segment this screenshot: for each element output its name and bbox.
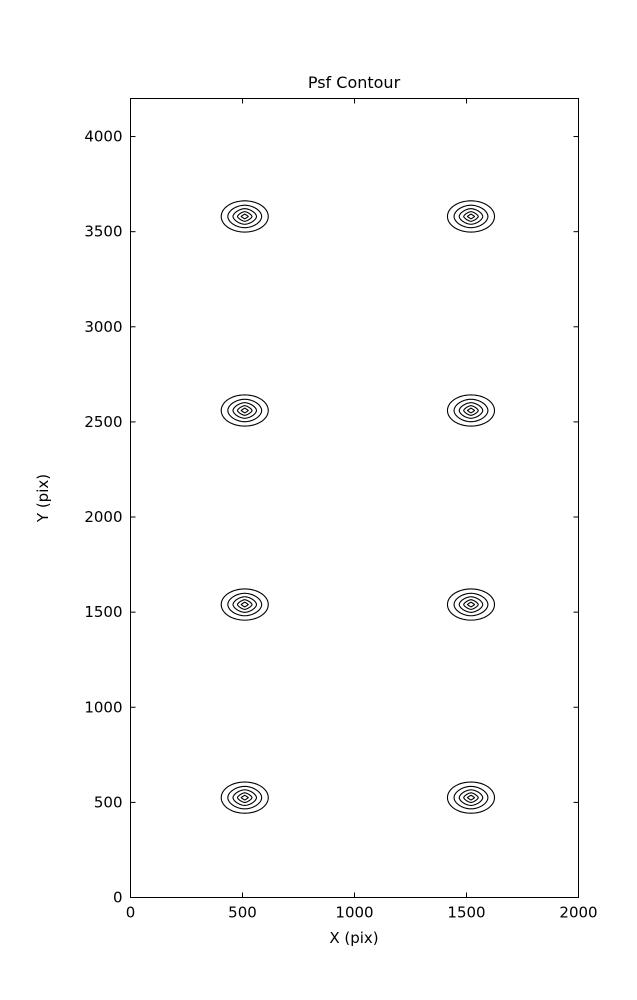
contour-level-ring: [458, 789, 484, 806]
contour-level-ring: [453, 785, 489, 810]
contour-level-ring: [463, 792, 479, 804]
y-tick-label: 1000: [84, 698, 122, 716]
x-tick-label: 0: [126, 904, 136, 922]
contour-level-ring: [446, 394, 496, 427]
psf-source-contour: [220, 200, 269, 233]
x-tick-label: 1000: [335, 904, 373, 922]
contour-level-ring: [453, 398, 489, 423]
contour-level-ring: [458, 596, 484, 613]
contour-level-ring: [240, 407, 249, 414]
contour-level-ring: [446, 588, 496, 621]
contour-level-ring: [232, 596, 258, 613]
contour-level-ring: [446, 781, 496, 814]
psf-source-contour: [446, 588, 496, 621]
contour-level-ring: [236, 405, 253, 416]
y-tick-label: 0: [113, 889, 123, 907]
contour-level-ring: [466, 407, 476, 414]
x-axis-label: X (pix): [329, 929, 378, 947]
contour-level-ring: [236, 792, 253, 804]
contour-level-ring: [236, 211, 253, 222]
y-tick-label: 1500: [84, 603, 122, 621]
psf-source-contour: [446, 394, 496, 427]
psf-source-contour: [446, 200, 496, 233]
contour-level-ring: [220, 394, 269, 427]
contour-level-ring: [220, 781, 269, 814]
contour-level-ring: [240, 794, 249, 801]
x-tick-label: 500: [228, 904, 257, 922]
contour-level-ring: [232, 208, 258, 225]
contour-plot-area: [220, 200, 496, 814]
y-tick-label: 2500: [84, 413, 122, 431]
axis-ticks: [130, 98, 579, 898]
axes-frame: [130, 98, 579, 898]
contour-level-ring: [240, 213, 249, 220]
contour-level-ring: [458, 402, 484, 419]
y-tick-label: 2000: [84, 508, 122, 526]
y-tick-label: 4000: [84, 128, 122, 146]
chart-title: Psf Contour: [308, 73, 401, 92]
contour-level-ring: [220, 200, 269, 233]
contour-level-ring: [236, 599, 253, 610]
contour-level-ring: [466, 213, 476, 220]
y-tick-label: 500: [94, 793, 123, 811]
contour-level-ring: [446, 200, 496, 233]
y-tick-label: 3500: [84, 223, 122, 241]
contour-level-ring: [227, 785, 263, 810]
psf-source-contour: [220, 588, 269, 621]
x-tick-label: 1500: [447, 904, 485, 922]
y-tick-label: 3000: [84, 318, 122, 336]
contour-level-ring: [227, 592, 263, 617]
plot-border: [130, 98, 579, 898]
x-tick-label: 2000: [559, 904, 597, 922]
contour-level-ring: [463, 599, 479, 610]
contour-level-ring: [232, 789, 258, 806]
contour-level-ring: [227, 398, 263, 423]
contour-level-ring: [453, 204, 489, 229]
contour-level-ring: [232, 402, 258, 419]
y-axis-label: Y (pix): [34, 474, 52, 523]
contour-level-ring: [466, 601, 476, 608]
axis-tick-labels: 0 500 1000 1500 2000 0 500 1000 1500 2000 2500 3000…: [84, 128, 597, 922]
psf-source-contour: [220, 781, 269, 814]
contour-level-ring: [453, 592, 489, 617]
contour-level-ring: [227, 204, 263, 229]
contour-level-ring: [220, 588, 269, 621]
psf-source-contour: [220, 394, 269, 427]
contour-level-ring: [458, 208, 484, 225]
contour-level-ring: [463, 405, 479, 416]
contour-level-ring: [466, 794, 476, 801]
contour-level-ring: [463, 211, 479, 222]
contour-level-ring: [240, 601, 249, 608]
psf-source-contour: [446, 781, 496, 814]
